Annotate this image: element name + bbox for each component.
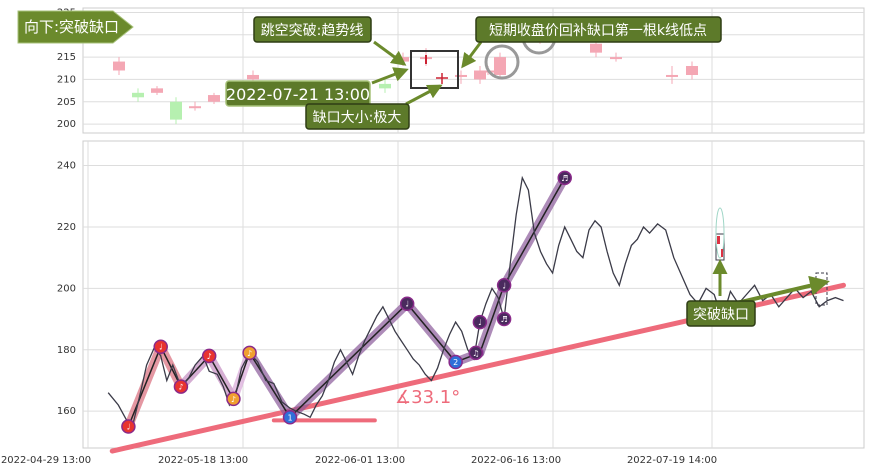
wave-marker-label: ♪ [247,349,252,358]
wave-marker: ♫ [468,345,484,361]
gap-candle-down [721,249,723,257]
top-candle-body [494,57,506,75]
wave-marker: ♪ [173,379,189,394]
wave-segment [289,303,408,418]
short-term-text: 短期收盘价回补缺口第一根k线低点 [489,22,707,39]
wave-segment [160,346,182,387]
annotation-arrows [371,40,483,106]
wave-marker-label: ♩ [159,343,163,352]
gap-break-text: 跳空突破:趋势线 [261,23,364,39]
top-candle-body [686,66,698,75]
top-panel-frame [82,7,865,134]
wave-marker: ♪ [201,348,217,364]
main-y-tick-label: 180 [57,345,76,356]
main-y-tick-label: 220 [57,222,76,233]
top-candle-body [151,88,163,93]
main-x-ticks: 2022-04-29 13:00 2022-05-18 13:00 2022-06-… [1,455,717,466]
main-panel: 160 180 200 220 240 2022-04-29 13:00 2022-05-… [1,140,865,466]
wave-marker-label: ♩ [405,300,409,309]
main-x-tick-label: 2022-06-16 13:00 [471,455,561,466]
wave-marker-label: ♬ [501,315,508,324]
wave-marker-label: ♩ [478,318,482,327]
top-candles [113,16,698,125]
wave-marker: ♬ [496,311,512,327]
main-x-tick-label: 2022-06-01 13:00 [315,455,405,466]
gap-candle-up [717,236,720,244]
wave-marker: ♩ [121,419,136,434]
breakout-label: 突破缺口 [686,300,756,327]
main-x-tick-label: 2022-07-19 14:00 [627,455,717,466]
wave-marker: ♪ [242,345,257,361]
wave-marker: 2 [448,354,463,370]
wave-marker: 1 [282,410,298,425]
gap-circle-1 [484,44,520,80]
top-candle-body [590,43,602,53]
top-candle-body [474,70,486,80]
arrow-gap-break [373,40,407,66]
angle-label: ∡33.1° [395,387,460,408]
arrow-gap-time [371,67,409,85]
top-candle-body [455,74,467,77]
top-candle-body [113,61,125,71]
top-candle-body [247,74,259,80]
gap-time-text: 2022-07-21 13:00 [226,85,370,104]
main-panel-frame [82,140,865,449]
main-markers: ♩ ♩ ♪ ♪ ♪ ♪ 1 ♩ 2 ♫ ♩ ♬ ♩ ♬ [121,170,572,434]
arrow-short-term [461,41,483,69]
main-grid [83,141,864,448]
main-x-tick-label: 2022-05-18 13:00 [158,455,248,466]
main-series [107,173,846,454]
gap-size-text: 缺口大小:极大 [313,110,402,126]
short-term-label: 短期收盘价回补缺口第一根k线低点 [475,16,722,43]
wave-marker-label: ♩ [502,281,506,290]
top-candle-body [132,92,144,98]
wave-marker-label: ♬ [561,174,568,183]
top-y-tick-label: 215 [57,52,76,63]
top-y-tick-label: 200 [57,119,76,130]
top-y-tick-label: 205 [57,97,76,108]
wave-segment [406,303,457,363]
top-candle-body [189,106,201,109]
wave-marker-label: ♩ [127,423,131,432]
wave-marker-label: ♪ [178,383,183,392]
wave-segment [208,355,235,400]
breakout-text: 突破缺口 [693,307,749,323]
top-panel: 200205210215220225 [57,7,865,134]
top-candle-body [208,95,220,102]
wave-marker-label: 1 [287,413,292,422]
main-y-tick-label: 160 [57,406,76,417]
top-candle-body [666,74,678,77]
wave-marker-label: ♪ [207,352,212,361]
signal-text: 向下:突破缺口 [24,18,119,36]
wave-marker: ♬ [557,170,572,186]
wave-segment [127,346,162,427]
gap-time-label: 2022-07-21 13:00 [225,80,371,107]
gap-size-label: 缺口大小:极大 [305,103,410,130]
wave-segment [479,285,505,354]
main-x-tick-label: 2022-04-29 13:00 [1,455,91,466]
main-y-tick-label: 240 [57,161,76,172]
wave-marker-label: 2 [453,358,458,367]
signal-tag: 向下:突破缺口 [17,10,134,44]
top-y-tick-label: 210 [57,74,76,85]
main-y-tick-label: 200 [57,283,76,294]
main-y-ticks: 160 180 200 220 240 [57,161,76,418]
wave-marker: ♪ [226,391,241,407]
wave-marker: ♩ [399,296,415,311]
top-candle-body [170,101,182,120]
wave-marker-label: ♪ [231,395,236,404]
wave-segment [248,352,291,418]
wave-marker-label: ♫ [472,349,479,358]
wave-marker: ♩ [153,339,168,354]
gap-break-label: 跳空突破:趋势线 [253,16,372,43]
gap-ellipse [715,207,725,259]
arrow-gap-size [405,84,443,106]
top-candle-body [379,83,391,89]
top-candle-body [610,57,622,60]
wave-marker: ♩ [496,278,512,293]
wave-marker: ♩ [472,314,488,330]
